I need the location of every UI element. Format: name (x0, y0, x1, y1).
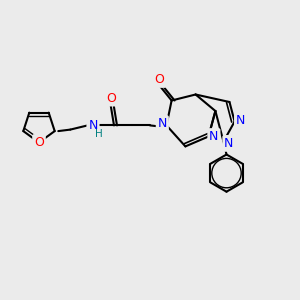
Text: O: O (34, 136, 44, 149)
Text: H: H (94, 129, 102, 139)
Text: N: N (158, 117, 167, 130)
Text: O: O (155, 73, 164, 86)
Text: N: N (224, 137, 234, 150)
Text: O: O (106, 92, 116, 105)
Text: N: N (236, 113, 245, 127)
Text: N: N (88, 119, 98, 132)
Text: N: N (209, 130, 219, 143)
